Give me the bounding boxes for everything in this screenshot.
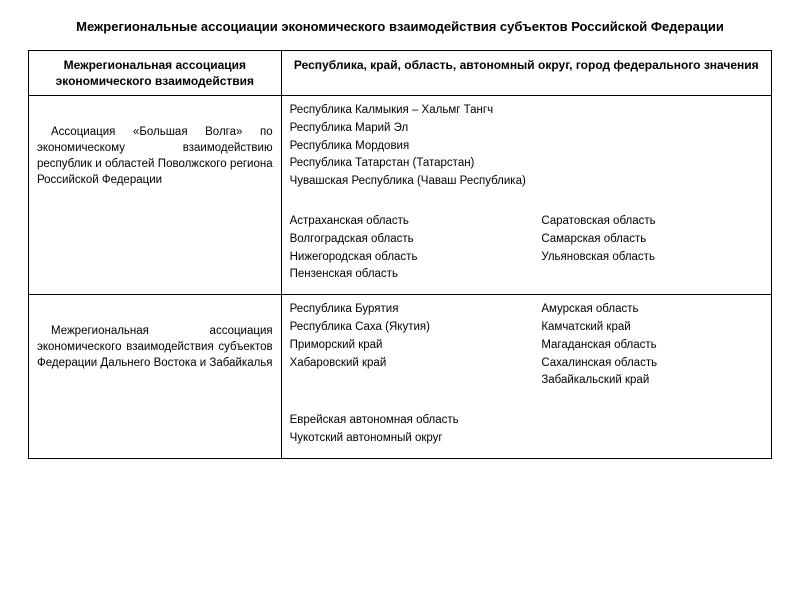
member-item: Магаданская область [541,337,763,355]
members-cell: Республика Бурятия Республика Саха (Якут… [281,295,771,459]
table-row: Ассоциация «Большая Волга» по экономичес… [29,95,772,294]
member-item: Республика Калмыкия – Хальмг Тангч [290,102,763,120]
member-item: Волгоградская область [290,231,512,249]
member-item: Республика Марий Эл [290,120,763,138]
page-title: Межрегиональные ассоциации экономическог… [28,18,772,36]
members-block: Республика Калмыкия – Хальмг Тангч Респу… [290,102,763,191]
member-item: Республика Саха (Якутия) [290,319,512,337]
association-name: Ассоциация «Большая Волга» по экономичес… [29,95,282,294]
members-block: Республика Бурятия Республика Саха (Якут… [290,301,763,390]
member-item: Хабаровский край [290,355,512,373]
associations-table: Межрегиональная ассоциация экономическог… [28,50,772,459]
member-item: Самарская область [541,231,763,249]
member-item: Ульяновская область [541,249,763,267]
member-item: Республика Мордовия [290,138,763,156]
table-row: Межрегиональная ассоциация экономическог… [29,295,772,459]
member-item: Астраханская область [290,213,512,231]
member-item: Приморский край [290,337,512,355]
member-item: Республика Татарстан (Татарстан) [290,155,763,173]
table-header-row: Межрегиональная ассоциация экономическог… [29,50,772,95]
member-item: Пензенская область [290,266,512,284]
header-left: Межрегиональная ассоциация экономическог… [29,50,282,95]
association-text: Ассоциация «Большая Волга» по экономичес… [37,126,273,186]
member-item: Еврейская автономная область [290,412,763,430]
header-right: Республика, край, область, автономный ок… [281,50,771,95]
member-item: Нижегородская область [290,249,512,267]
members-block: Еврейская автономная область Чукотский а… [290,412,763,448]
member-item: Саратовская область [541,213,763,231]
member-item: Республика Бурятия [290,301,512,319]
member-item: Забайкальский край [541,372,763,390]
member-item: Чукотский автономный округ [290,430,763,448]
members-block: Астраханская область Волгоградская облас… [290,213,763,284]
association-name: Межрегиональная ассоциация экономическог… [29,295,282,459]
member-item: Сахалинская область [541,355,763,373]
association-text: Межрегиональная ассоциация экономическог… [37,325,273,369]
member-item: Камчатский край [541,319,763,337]
member-item: Амурская область [541,301,763,319]
members-cell: Республика Калмыкия – Хальмг Тангч Респу… [281,95,771,294]
member-item: Чувашская Республика (Чаваш Республика) [290,173,763,191]
